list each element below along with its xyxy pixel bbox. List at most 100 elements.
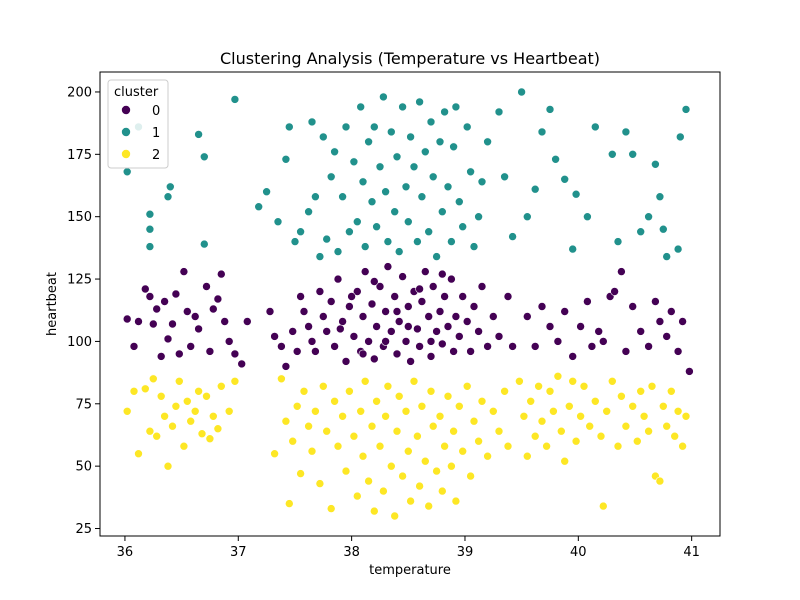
x-tick-label-39: 39	[457, 545, 474, 560]
data-point-cluster-2-103	[545, 386, 555, 396]
data-point-cluster-0-0	[122, 314, 132, 324]
data-point-cluster-2-116	[598, 501, 608, 511]
data-point-cluster-1-89	[607, 150, 617, 159]
data-point-cluster-1-91	[621, 127, 631, 137]
data-point-cluster-2-10	[168, 421, 177, 431]
data-point-cluster-1-18	[304, 207, 313, 216]
data-point-cluster-2-124	[636, 386, 646, 396]
data-point-cluster-1-90	[613, 237, 623, 246]
data-point-cluster-1-22	[318, 132, 328, 142]
data-point-cluster-0-43	[330, 342, 339, 351]
data-point-cluster-0-113	[568, 352, 578, 361]
data-point-cluster-2-133	[670, 431, 680, 441]
data-point-cluster-0-92	[483, 342, 492, 351]
data-point-cluster-1-14	[281, 155, 291, 164]
data-point-cluster-2-105	[553, 371, 563, 381]
data-point-cluster-2-35	[307, 446, 317, 456]
data-point-cluster-1-15	[284, 122, 294, 132]
y-tick-label-50: 50	[75, 460, 92, 475]
data-point-cluster-2-108	[564, 401, 574, 411]
data-point-cluster-0-5	[149, 319, 158, 329]
data-point-cluster-1-71	[469, 242, 479, 251]
data-point-cluster-1-34	[360, 242, 370, 251]
legend-label-1: 1	[152, 126, 160, 141]
ticks-layer: 36 37 38 39 40 41 25 50 75 100 125 150 175 200	[67, 85, 700, 560]
data-point-cluster-0-35	[299, 307, 309, 316]
data-point-cluster-1-0	[122, 167, 132, 177]
data-point-cluster-2-80	[447, 461, 456, 471]
data-point-cluster-1-80	[530, 184, 540, 194]
data-point-cluster-2-55	[375, 441, 385, 451]
data-point-cluster-0-21	[213, 294, 223, 304]
data-point-cluster-0-71	[415, 342, 424, 351]
data-point-cluster-2-94	[503, 441, 513, 451]
data-point-cluster-2-8	[160, 411, 169, 421]
data-point-cluster-2-26	[270, 449, 279, 459]
data-point-cluster-0-16	[190, 312, 200, 321]
data-point-cluster-2-96	[519, 411, 529, 421]
data-point-cluster-1-69	[462, 122, 472, 132]
data-point-cluster-2-117	[602, 406, 612, 416]
data-point-cluster-0-125	[644, 342, 653, 351]
data-point-cluster-2-11	[171, 401, 181, 411]
data-point-cluster-2-45	[345, 386, 354, 396]
data-point-cluster-1-70	[466, 167, 475, 177]
data-point-cluster-1-83	[551, 155, 560, 164]
data-point-cluster-2-49	[358, 451, 368, 461]
y-axis-label: heartbeat	[45, 272, 60, 336]
data-point-cluster-0-94	[494, 332, 504, 341]
data-point-cluster-0-26	[237, 359, 246, 369]
data-point-cluster-2-97	[522, 451, 532, 461]
data-point-cluster-0-70	[413, 324, 422, 334]
data-point-cluster-0-8	[160, 297, 169, 306]
data-point-cluster-0-84	[451, 312, 461, 321]
data-point-cluster-0-96	[335, 324, 345, 334]
data-point-cluster-0-40	[318, 312, 328, 321]
data-point-cluster-2-82	[451, 496, 461, 506]
data-point-cluster-2-136	[681, 411, 691, 421]
data-point-cluster-2-43	[338, 411, 347, 421]
data-point-cluster-0-108	[530, 342, 540, 351]
data-point-cluster-0-62	[390, 292, 400, 301]
data-point-cluster-1-72	[474, 212, 483, 221]
data-point-cluster-2-0	[122, 406, 132, 416]
data-point-cluster-1-25	[330, 147, 339, 157]
data-point-cluster-1-74	[483, 137, 492, 147]
data-point-cluster-0-126	[651, 297, 660, 306]
data-point-cluster-0-54	[367, 299, 377, 309]
data-point-cluster-0-102	[403, 322, 413, 331]
data-point-cluster-2-111	[576, 411, 585, 421]
data-point-cluster-2-101	[537, 416, 547, 426]
data-point-cluster-1-42	[383, 237, 393, 246]
data-point-cluster-1-37	[369, 122, 379, 132]
data-point-cluster-1-47	[398, 102, 407, 112]
data-point-cluster-0-29	[270, 332, 279, 341]
data-point-cluster-2-15	[186, 416, 195, 426]
data-point-cluster-1-3	[145, 224, 155, 234]
data-point-cluster-1-101	[681, 105, 691, 114]
data-point-cluster-2-77	[437, 486, 447, 496]
data-point-cluster-2-130	[658, 401, 668, 411]
data-point-cluster-1-99	[673, 244, 683, 254]
data-point-cluster-2-86	[466, 471, 475, 481]
data-point-cluster-0-28	[265, 307, 275, 316]
data-point-cluster-0-24	[224, 337, 234, 346]
data-point-cluster-2-122	[628, 401, 638, 411]
data-point-cluster-1-86	[571, 189, 581, 199]
data-point-cluster-0-131	[678, 317, 687, 326]
data-point-cluster-1-68	[458, 222, 468, 231]
data-point-cluster-1-96	[655, 192, 665, 201]
data-point-cluster-2-32	[296, 469, 305, 478]
data-point-cluster-0-123	[628, 302, 638, 311]
data-point-cluster-0-12	[175, 349, 184, 359]
data-point-cluster-0-121	[617, 267, 626, 276]
data-point-cluster-0-77	[432, 327, 441, 336]
data-point-cluster-0-99	[369, 277, 379, 286]
data-point-cluster-1-94	[644, 212, 653, 221]
data-point-cluster-2-33	[299, 386, 309, 396]
x-tick-label-36: 36	[117, 545, 134, 560]
data-point-cluster-0-19	[205, 347, 215, 356]
data-point-cluster-2-104	[549, 406, 558, 416]
y-tick-label-150: 150	[67, 210, 92, 225]
data-point-cluster-0-78	[435, 307, 445, 316]
